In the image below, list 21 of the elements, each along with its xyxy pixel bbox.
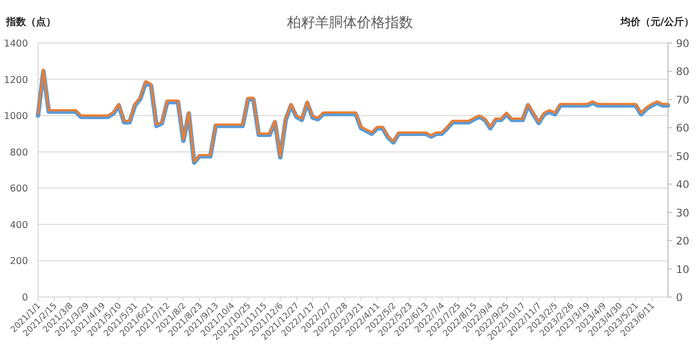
y2-tick-label: 40 bbox=[676, 179, 690, 192]
y2-tick-label: 50 bbox=[676, 150, 690, 163]
y2-tick-label: 20 bbox=[676, 236, 690, 248]
y2-tick-label: 0 bbox=[676, 292, 683, 304]
y2-tick-label: 60 bbox=[676, 122, 690, 135]
y-tick-label: 1000 bbox=[4, 111, 28, 122]
y-tick-label: 200 bbox=[10, 256, 28, 268]
y-tick-label: 800 bbox=[10, 147, 28, 158]
y-axis-title: 指数（点） bbox=[5, 16, 56, 28]
y2-axis-title: 均价（元/公斤） bbox=[619, 16, 694, 28]
y-tick-label: 1200 bbox=[4, 74, 28, 86]
y-tick-label: 0 bbox=[22, 292, 28, 304]
chart-title: 柏籽羊胴体价格指数 bbox=[286, 15, 413, 31]
y-tick-label: 600 bbox=[10, 184, 28, 195]
y-tick-label: 1400 bbox=[4, 38, 28, 50]
y2-tick-label: 80 bbox=[676, 66, 690, 78]
y2-tick-label: 70 bbox=[676, 94, 690, 106]
y2-tick-label: 10 bbox=[676, 264, 690, 276]
y2-tick-label: 30 bbox=[676, 207, 690, 220]
y2-tick-label: 90 bbox=[676, 38, 690, 50]
y-tick-label: 400 bbox=[10, 220, 28, 231]
